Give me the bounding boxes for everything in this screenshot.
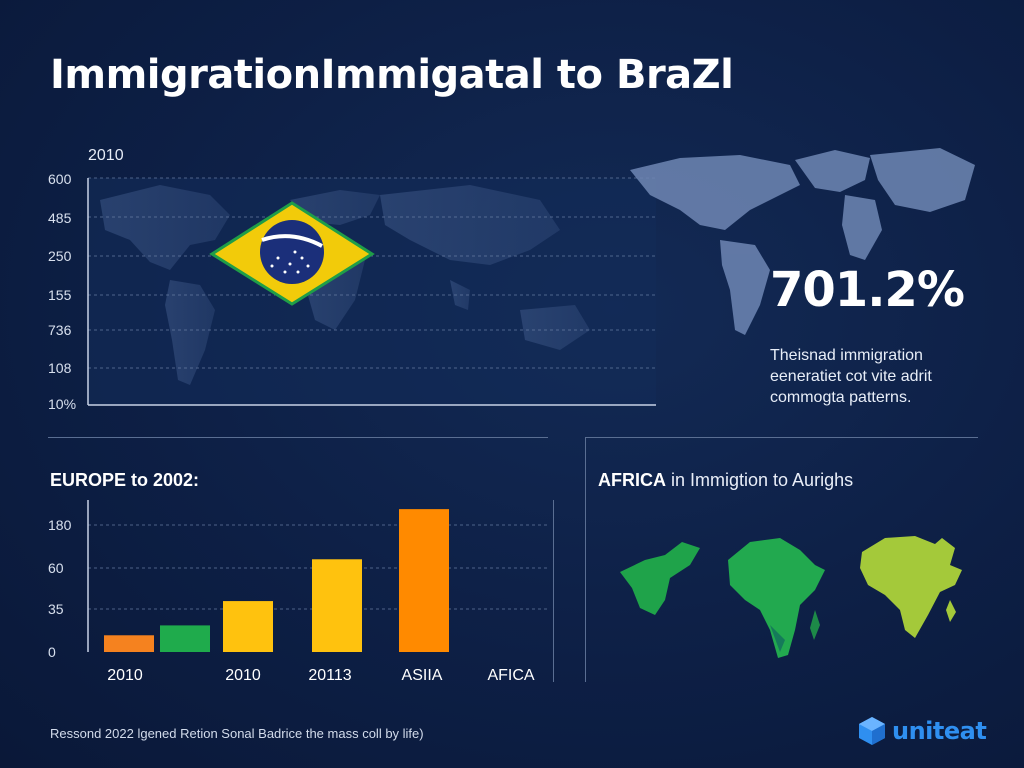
bar-y-tick: 60 bbox=[48, 560, 64, 576]
bar-y-tick: 35 bbox=[48, 601, 64, 617]
brand-logo[interactable]: uniteat bbox=[858, 716, 987, 746]
bar-category-label: ASIIA bbox=[402, 667, 443, 684]
divider-right bbox=[585, 437, 978, 438]
footer-source: Ressond 2022 lgened Retion Sonal Badrice… bbox=[50, 726, 424, 741]
brazil-flag-icon bbox=[209, 201, 375, 306]
top-y-tick: 736 bbox=[48, 322, 72, 338]
bar bbox=[104, 635, 154, 652]
africa-panel-title: AFRICA in Immigtion to Aurighs bbox=[598, 470, 854, 490]
bar bbox=[399, 509, 449, 652]
bar bbox=[312, 559, 362, 652]
stat-description-line: Theisnad immigration bbox=[770, 347, 923, 364]
divider-left bbox=[48, 437, 548, 438]
bar-category-label: 2010 bbox=[107, 667, 143, 684]
logo-text: uniteat bbox=[892, 717, 987, 745]
bar bbox=[223, 601, 273, 652]
bar bbox=[160, 625, 210, 652]
divider-vertical-right bbox=[585, 437, 586, 682]
top-y-tick: 485 bbox=[48, 210, 72, 226]
stat-description-line: eeneratiet cot vite adrit bbox=[770, 368, 932, 385]
bar-category-label: 2010 bbox=[225, 667, 261, 684]
bar-y-tick: 180 bbox=[48, 517, 72, 533]
africa-map-icon-1 bbox=[620, 542, 700, 615]
page-title: ImmigrationImmigatal to BraZl bbox=[50, 52, 734, 98]
top-y-tick: 250 bbox=[48, 248, 72, 264]
africa-map-icon-3 bbox=[860, 536, 962, 638]
bar-y-tick: 0 bbox=[48, 644, 56, 660]
africa-maps bbox=[620, 536, 962, 658]
bar-category-label: 20113 bbox=[308, 667, 351, 684]
divider-vertical-left bbox=[553, 500, 554, 682]
top-y-tick: 155 bbox=[48, 287, 72, 303]
top-y-tick: 108 bbox=[48, 360, 72, 376]
top-gridlines bbox=[88, 177, 656, 369]
top-y-tick: 10% bbox=[48, 396, 77, 412]
bar-chart-title: EUROPE to 2002: bbox=[50, 470, 200, 490]
bar-category-label: AFICA bbox=[487, 667, 534, 684]
africa-map-icon-2 bbox=[728, 538, 825, 658]
stat-description-line: commogta patterns. bbox=[770, 389, 912, 406]
cube-logo-icon bbox=[859, 717, 885, 745]
top-y-tick: 600 bbox=[48, 171, 72, 187]
top-chart-year-label: 2010 bbox=[88, 147, 124, 164]
stat-description: Theisnad immigration eeneratiet cot vite… bbox=[770, 345, 990, 408]
world-map-background bbox=[100, 185, 590, 385]
stat-value: 701.2% bbox=[770, 262, 965, 318]
world-map-icon bbox=[630, 148, 975, 335]
